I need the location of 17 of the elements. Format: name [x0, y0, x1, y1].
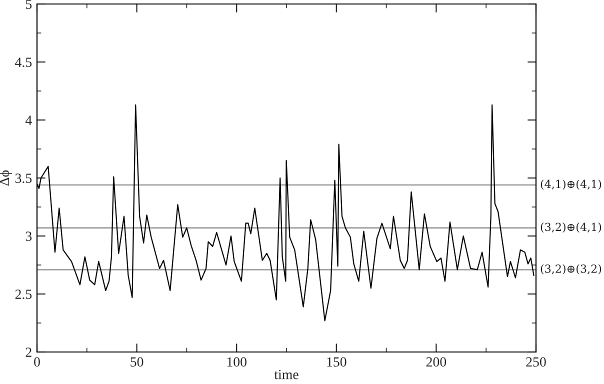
- y-tick-label: 4.5: [15, 58, 32, 68]
- ref-line-label: (4,1)⊕(4,1): [540, 180, 602, 190]
- y-tick-label: 3: [26, 232, 32, 241]
- y-tick-label: 5: [26, 0, 32, 9]
- x-axis-title: time: [274, 370, 298, 380]
- x-tick-label: 50: [130, 357, 144, 367]
- x-tick-label: 0: [34, 357, 40, 367]
- ref-line-label: (3,2)⊕(4,1): [540, 222, 602, 233]
- y-tick-label: 2: [26, 348, 32, 357]
- y-tick-label: 2.5: [15, 290, 32, 300]
- x-tick-label: 100: [227, 357, 246, 367]
- x-tick-label: 200: [426, 357, 446, 367]
- ref-line-label: (3,2)⊕(3,2): [540, 264, 602, 274]
- x-tick-label: 250: [526, 357, 546, 367]
- y-tick-label: 4: [25, 116, 32, 125]
- y-tick-label: 3.5: [15, 174, 32, 184]
- x-tick-label: 150: [327, 357, 346, 367]
